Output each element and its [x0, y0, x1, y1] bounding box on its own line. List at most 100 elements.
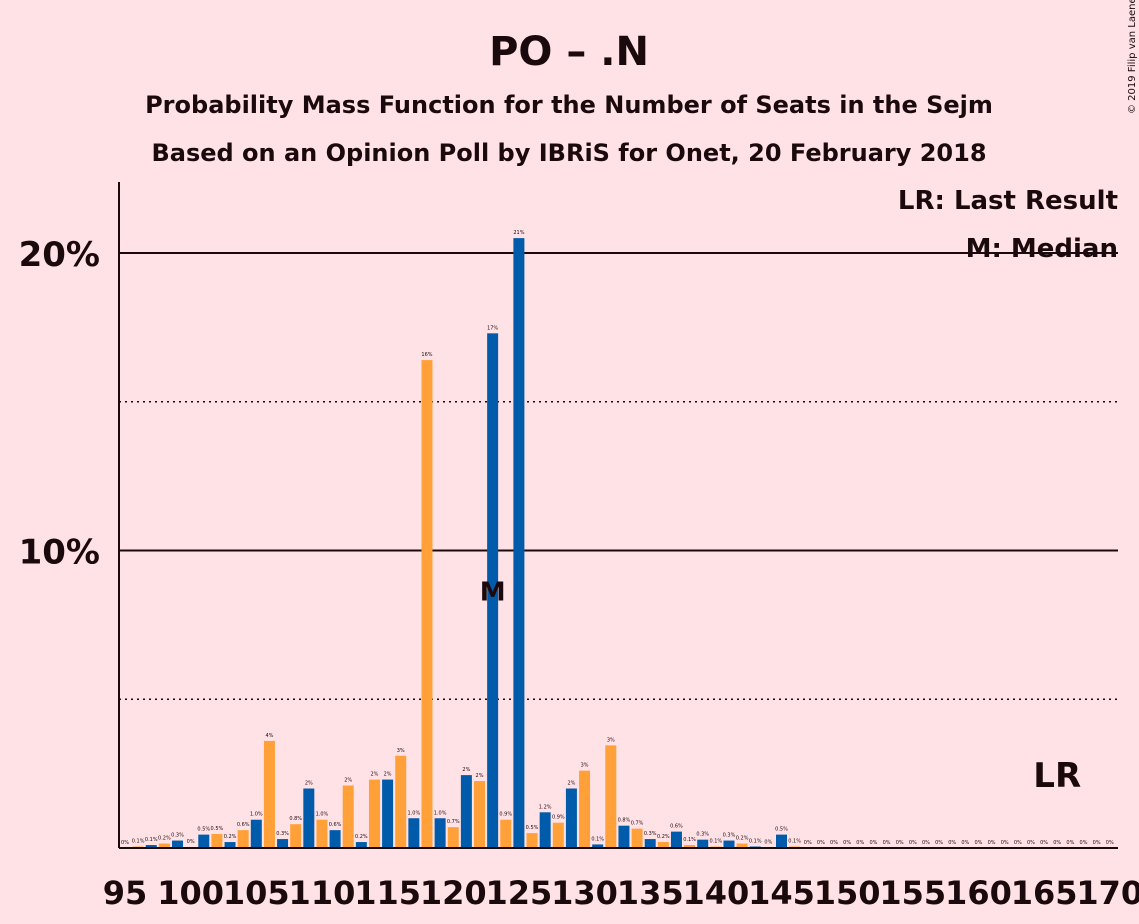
bar-label-seat-121: 2% [462, 767, 470, 773]
bar-labels-group: 0% 0.1% 0.1% 0.2% 0.3%0%0.5% 0.5%0.2%0.6%1.0%… [121, 230, 1114, 846]
bar-seat-134 [631, 828, 643, 848]
bar-label-seat-168: 0% [1080, 840, 1088, 846]
bar-label-seat-115: 2% [384, 772, 392, 778]
bar-label-seat-145: 0.5% [775, 827, 788, 833]
bar-label-seat-153: 0% [883, 840, 891, 846]
chart-subtitle-2: Based on an Opinion Poll by IBRiS for On… [151, 139, 986, 167]
bar-label-seat-134: 0.7% [631, 821, 644, 827]
bar-label-seat-156: 0% [922, 840, 930, 846]
bar-seat-106 [263, 740, 275, 848]
bar-label-seat-97: 0.1% [145, 837, 158, 843]
bar-seat-126 [526, 833, 538, 848]
x-tick-label: 150 [814, 874, 881, 912]
bar-seat-124 [500, 819, 512, 848]
y-tick-label: 20% [19, 235, 100, 275]
bar-seat-105 [250, 819, 262, 848]
y-tick-label: 10% [19, 533, 100, 573]
bar-label-seat-152: 0% [869, 840, 877, 846]
bar-seat-142 [736, 843, 748, 848]
bar-label-seat-137: 0.6% [670, 824, 683, 830]
bar-label-seat-109: 2% [305, 781, 313, 787]
bar-label-seat-113: 0.2% [355, 834, 368, 840]
bar-label-seat-138: 0.1% [683, 837, 696, 843]
bar-label-seat-100: 0% [187, 839, 195, 845]
bar-seat-118 [421, 360, 433, 848]
x-tick-label: 165 [1011, 874, 1078, 912]
bar-label-seat-118: 16% [421, 352, 432, 358]
bar-seat-107 [277, 839, 289, 848]
x-tick-label: 110 [289, 874, 356, 912]
bar-seat-103 [224, 842, 236, 848]
bar-label-seat-131: 0.1% [591, 836, 604, 842]
bar-seat-109 [303, 788, 315, 848]
bar-label-seat-166: 0% [1053, 840, 1061, 846]
x-tick-label: 145 [748, 874, 815, 912]
bar-label-seat-150: 0% [843, 840, 851, 846]
bar-seat-111 [329, 830, 341, 848]
bar-seat-131 [592, 844, 604, 848]
bar-label-seat-159: 0% [961, 840, 969, 846]
bar-label-seat-123: 17% [487, 325, 498, 331]
bar-label-seat-151: 0% [856, 840, 864, 846]
bar-seat-99 [172, 840, 184, 848]
bar-label-seat-140: 0.1% [709, 839, 722, 845]
bar-seat-130 [579, 770, 591, 848]
bar-label-seat-135: 0.3% [644, 831, 657, 837]
bar-seat-135 [644, 839, 656, 848]
bar-label-seat-124: 0.9% [499, 812, 512, 818]
last-result-marker: LR [1033, 756, 1081, 796]
bar-label-seat-111: 0.6% [329, 822, 342, 828]
bar-seat-136 [657, 842, 669, 848]
bar-seat-102 [211, 834, 223, 848]
bar-label-seat-99: 0.3% [171, 833, 184, 839]
bar-seat-98 [158, 843, 170, 848]
bar-label-seat-126: 0.5% [526, 825, 539, 831]
bar-seat-127 [539, 812, 551, 848]
bar-seat-128 [552, 822, 564, 848]
bar-label-seat-117: 1.0% [408, 810, 421, 816]
bar-label-seat-142: 0.2% [736, 836, 749, 842]
bar-label-seat-98: 0.2% [158, 836, 171, 842]
bar-label-seat-106: 4% [265, 733, 273, 739]
x-tick-label: 120 [420, 874, 487, 912]
legend-median: M: Median [966, 234, 1118, 264]
bar-seat-141 [723, 840, 735, 848]
gridlines [119, 252, 1118, 700]
bar-seat-101 [198, 834, 210, 848]
bars-group [132, 238, 801, 848]
chart-subtitle-1: Probability Mass Function for the Number… [145, 91, 993, 119]
bar-seat-108 [290, 824, 302, 848]
bar-seat-145 [776, 834, 787, 848]
bar-seat-132 [605, 745, 617, 848]
x-tick-label: 130 [551, 874, 618, 912]
bar-label-seat-129: 2% [567, 781, 575, 787]
bar-seat-122 [474, 781, 486, 848]
bar-label-seat-101: 0.5% [197, 827, 210, 833]
bar-seat-129 [565, 788, 577, 848]
bar-label-seat-107: 0.3% [276, 831, 289, 837]
bar-seat-114 [368, 779, 380, 848]
bar-seat-123 [487, 333, 499, 848]
bar-seat-121 [460, 775, 472, 848]
bar-label-seat-127: 1.2% [539, 804, 552, 810]
bar-seat-104 [237, 830, 249, 848]
bar-seat-97 [145, 845, 157, 848]
bar-seat-113 [355, 842, 367, 848]
bar-label-seat-139: 0.3% [696, 832, 709, 838]
bar-label-seat-141: 0.3% [723, 833, 736, 839]
bar-label-seat-146: 0.1% [788, 839, 801, 845]
x-tick-labels: 95 10010511011512012513013514014515015516… [103, 874, 1139, 912]
bar-label-seat-158: 0% [948, 840, 956, 846]
bar-label-seat-162: 0% [1001, 840, 1009, 846]
bar-label-seat-165: 0% [1040, 840, 1048, 846]
bar-label-seat-112: 2% [344, 778, 352, 784]
x-tick-label: 155 [879, 874, 946, 912]
x-tick-label: 135 [617, 874, 684, 912]
legend-last-result: LR: Last Result [898, 186, 1118, 216]
bar-label-seat-128: 0.9% [552, 815, 565, 821]
bar-label-seat-95: 0% [121, 840, 129, 846]
x-tick-label: 95 [103, 874, 148, 912]
bar-label-seat-108: 0.8% [289, 816, 302, 822]
bar-label-seat-164: 0% [1027, 840, 1035, 846]
